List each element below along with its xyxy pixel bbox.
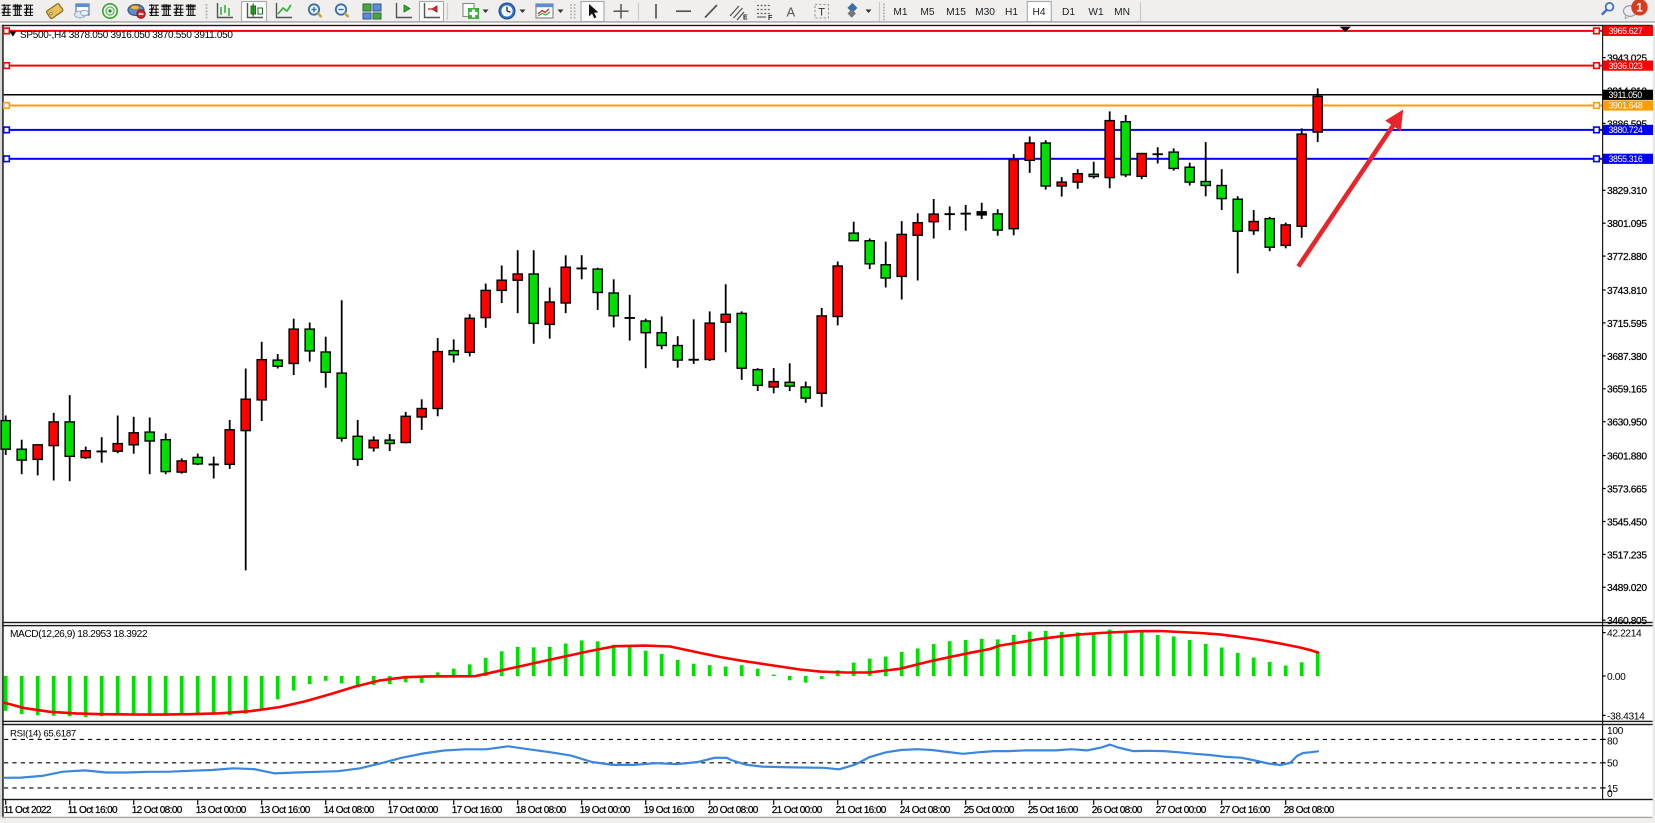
svg-text:3743.810: 3743.810 — [1607, 286, 1647, 297]
svg-text:24 Oct 08:00: 24 Oct 08:00 — [900, 805, 951, 816]
svg-text:11 Oct 2022: 11 Oct 2022 — [4, 805, 52, 816]
svg-text:3659.165: 3659.165 — [1607, 385, 1647, 396]
svg-text:18 Oct 08:00: 18 Oct 08:00 — [516, 805, 567, 816]
svg-text:3943.025: 3943.025 — [1607, 54, 1647, 65]
svg-text:27 Oct 16:00: 27 Oct 16:00 — [1220, 805, 1271, 816]
svg-text:3715.595: 3715.595 — [1607, 319, 1647, 330]
svg-text:3460.805: 3460.805 — [1607, 616, 1647, 627]
svg-text:3880.724: 3880.724 — [1609, 125, 1643, 135]
svg-text:0.00: 0.00 — [1607, 672, 1626, 683]
svg-text:1: 1 — [1636, 1, 1643, 15]
svg-text:28 Oct 08:00: 28 Oct 08:00 — [1284, 805, 1335, 816]
svg-text:3517.235: 3517.235 — [1607, 550, 1647, 561]
svg-text:MACD(12,26,9) 18.2953 18.3922: MACD(12,26,9) 18.2953 18.3922 — [10, 629, 148, 640]
svg-text:21 Oct 16:00: 21 Oct 16:00 — [836, 805, 887, 816]
svg-text:11 Oct 16:00: 11 Oct 16:00 — [68, 805, 118, 816]
svg-text:E: E — [743, 15, 748, 22]
svg-text:3630.950: 3630.950 — [1607, 418, 1647, 429]
svg-text:17 Oct 00:00: 17 Oct 00:00 — [388, 805, 439, 816]
svg-text:21 Oct 00:00: 21 Oct 00:00 — [772, 805, 823, 816]
svg-text:50: 50 — [1607, 759, 1618, 770]
svg-text:27 Oct 00:00: 27 Oct 00:00 — [1156, 805, 1207, 816]
svg-text:3545.450: 3545.450 — [1607, 517, 1647, 528]
svg-text:SP500-,H4 3878.050 3916.050 3: SP500-,H4 3878.050 3916.050 3870.550 391… — [20, 30, 233, 41]
svg-text:F: F — [768, 15, 773, 22]
svg-text:-38.4314: -38.4314 — [1607, 711, 1645, 722]
svg-text:M15: M15 — [946, 7, 966, 18]
svg-text:H1: H1 — [1005, 7, 1018, 18]
svg-text:19 Oct 00:00: 19 Oct 00:00 — [580, 805, 631, 816]
svg-text:15: 15 — [1607, 784, 1618, 795]
svg-text:3489.020: 3489.020 — [1607, 583, 1647, 594]
svg-text:3772.880: 3772.880 — [1607, 252, 1647, 263]
svg-text:17 Oct 16:00: 17 Oct 16:00 — [452, 805, 503, 816]
svg-text:100: 100 — [1607, 726, 1624, 737]
svg-text:D1: D1 — [1062, 7, 1075, 18]
svg-text:RSI(14) 65.6187: RSI(14) 65.6187 — [10, 729, 76, 740]
svg-text:13 Oct 16:00: 13 Oct 16:00 — [260, 805, 311, 816]
svg-text:MN: MN — [1114, 7, 1130, 18]
svg-text:A: A — [787, 5, 796, 20]
svg-text:W1: W1 — [1088, 7, 1104, 18]
svg-text:M1: M1 — [893, 7, 907, 18]
svg-text:19 Oct 16:00: 19 Oct 16:00 — [644, 805, 695, 816]
svg-text:3573.665: 3573.665 — [1607, 484, 1647, 495]
svg-text:3901.648: 3901.648 — [1609, 101, 1643, 111]
svg-text:25 Oct 00:00: 25 Oct 00:00 — [964, 805, 1015, 816]
svg-text:3855.316: 3855.316 — [1609, 154, 1643, 164]
svg-text:12 Oct 08:00: 12 Oct 08:00 — [132, 805, 183, 816]
svg-text:42.2214: 42.2214 — [1607, 629, 1642, 640]
svg-text:M5: M5 — [920, 7, 934, 18]
svg-text:13 Oct 00:00: 13 Oct 00:00 — [196, 805, 247, 816]
svg-text:3911.050: 3911.050 — [1609, 90, 1643, 100]
svg-text:3936.023: 3936.023 — [1609, 61, 1643, 71]
svg-text:3801.095: 3801.095 — [1607, 219, 1647, 230]
svg-text:80: 80 — [1607, 737, 1618, 748]
svg-text:25 Oct 16:00: 25 Oct 16:00 — [1028, 805, 1079, 816]
svg-text:3829.310: 3829.310 — [1607, 186, 1647, 197]
svg-text:0: 0 — [1607, 789, 1613, 800]
svg-text:26 Oct 08:00: 26 Oct 08:00 — [1092, 805, 1143, 816]
svg-text:3687.380: 3687.380 — [1607, 352, 1647, 363]
svg-text:20 Oct 08:00: 20 Oct 08:00 — [708, 805, 759, 816]
svg-text:M30: M30 — [975, 7, 995, 18]
svg-text:H4: H4 — [1032, 7, 1045, 18]
svg-text:T: T — [818, 7, 825, 19]
svg-text:14 Oct 08:00: 14 Oct 08:00 — [324, 805, 375, 816]
svg-text:3601.880: 3601.880 — [1607, 452, 1647, 463]
svg-text:3965.627: 3965.627 — [1609, 26, 1643, 36]
